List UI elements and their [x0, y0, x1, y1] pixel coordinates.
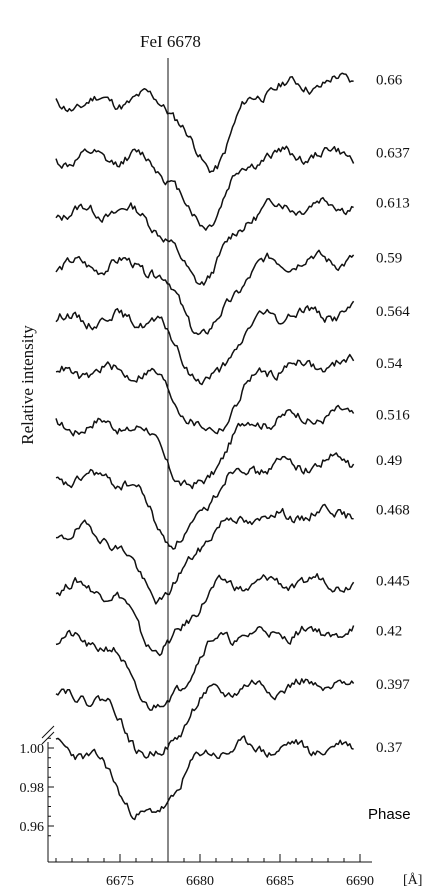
labels-layer: 6675 6680 6685 6690 1.00 0.98 0.96 0.66 0.637 0.6… [20, 73, 411, 889]
phase-label: 0.37 [376, 740, 403, 756]
curves-layer [55, 72, 355, 821]
spectrum-line-phase-0.37 [55, 735, 354, 821]
spectrum-line-phase-0.468 [55, 503, 354, 605]
y-tick-label: 0.98 [20, 781, 45, 796]
phase-legend-header: Phase [368, 806, 411, 823]
spectrum-line-phase-0.397 [55, 678, 355, 759]
y-axis-label: Relative intensity [18, 325, 37, 445]
spectrum-line-phase-0.54 [55, 353, 355, 435]
phase-label: 0.49 [376, 453, 402, 469]
x-tick-label: 6685 [266, 874, 294, 889]
phase-label: 0.59 [376, 251, 402, 267]
phase-label: 0.445 [376, 574, 410, 590]
phase-label: 0.516 [376, 407, 410, 423]
spectrum-line-phase-0.59 [55, 249, 355, 336]
spectrum-line-phase-0.42 [55, 625, 355, 711]
phase-label: 0.613 [376, 195, 410, 211]
y-tick-label: 1.00 [20, 742, 45, 757]
spectrum-line-phase-0.516 [55, 404, 355, 490]
spectrum-line-phase-0.445 [55, 573, 355, 657]
spectrum-line-phase-0.49 [55, 452, 355, 550]
phase-label: 0.468 [376, 503, 410, 519]
phase-label: 0.637 [376, 146, 410, 162]
x-tick-label: 6675 [106, 874, 134, 889]
x-tick-label: 6690 [346, 874, 374, 889]
spectrum-line-phase-0.637 [55, 145, 355, 231]
phase-label: 0.66 [376, 73, 403, 89]
spectrum-line-phase-0.66 [55, 72, 354, 174]
y-axis-break-mark [41, 725, 55, 739]
phase-label: 0.42 [376, 623, 402, 639]
phase-label: 0.397 [376, 677, 410, 693]
x-axis-label: [Å] [403, 872, 422, 888]
chart-title: FeI 6678 [140, 32, 201, 51]
spectrum-line-phase-0.613 [55, 196, 354, 286]
spectrum-line-phase-0.564 [55, 300, 355, 386]
x-tick-label: 6680 [186, 874, 214, 889]
phase-label: 0.564 [376, 304, 410, 320]
y-tick-label: 0.96 [20, 820, 45, 835]
phase-label: 0.54 [376, 356, 403, 372]
